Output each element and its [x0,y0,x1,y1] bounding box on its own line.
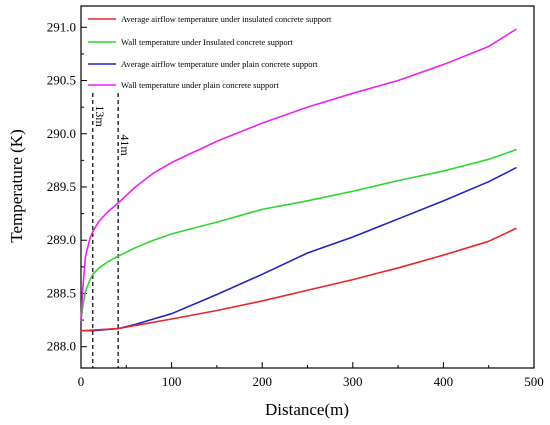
x-tick-label: 400 [434,374,454,389]
x-tick-label: 300 [343,374,363,389]
legend-label-1: Average airflow temperature under insula… [121,14,332,24]
x-tick-label: 500 [524,374,544,389]
legend-label-3: Average airflow temperature under plain … [121,59,318,69]
series-lines [80,28,517,332]
x-tick-label: 0 [78,374,85,389]
legend-label-4: Wall temperature under plain concrete su… [121,80,279,90]
annotation-label-13m: 13m [93,105,107,127]
series-line-1 [80,227,517,332]
y-tick-label: 291.0 [47,19,76,34]
x-tick-label: 100 [162,374,182,389]
y-axis-title: Temperature (K) [7,129,26,243]
legend: Average airflow temperature under insula… [88,14,332,90]
annotation-label-41m: 41m [118,134,132,156]
axes: 0 100 200 300 400 500 288.0 288.5 289.0 289.5 290.… [47,5,544,389]
legend-label-2: Wall temperature under Insulated concret… [121,37,293,47]
y-tick-label: 289.0 [47,232,76,247]
y-tick-label: 290.0 [47,126,76,141]
series-line-2 [80,148,517,321]
y-tick-label: 288.5 [47,285,76,300]
series-line-4 [80,28,517,321]
annotations: 13m 41m [92,93,132,368]
x-tick-label: 200 [252,374,272,389]
x-axis-title: Distance(m) [265,400,349,419]
y-tick-label: 288.0 [47,339,76,354]
y-tick-label: 289.5 [47,179,76,194]
series-line-3 [80,167,517,332]
y-tick-label: 290.5 [47,73,76,88]
